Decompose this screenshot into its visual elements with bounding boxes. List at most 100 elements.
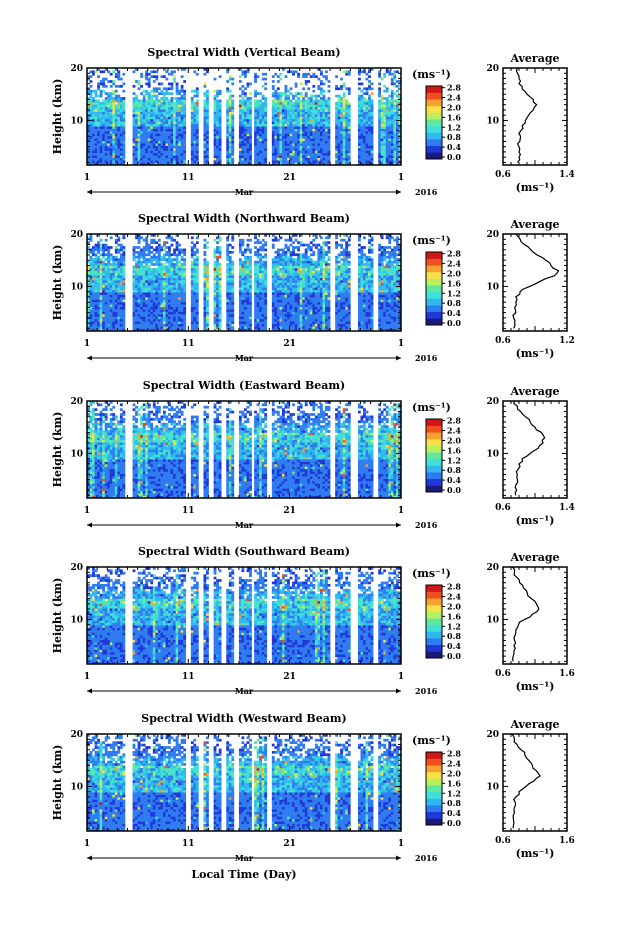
heatmap-cell: [160, 99, 164, 103]
heatmap-cell: [195, 241, 199, 244]
heatmap-cell: [119, 258, 123, 261]
heatmap-cell: [157, 275, 161, 278]
heatmap-cell: [256, 157, 260, 161]
heatmap-cell: [109, 321, 113, 325]
heatmap-cell: [135, 282, 138, 286]
heatmap-cell: [97, 160, 100, 163]
heatmap-cell: [213, 121, 217, 125]
heatmap-cell: [213, 148, 217, 151]
heatmap-cell: [157, 272, 161, 276]
heatmap-cell: [102, 133, 106, 137]
heatmap-cell: [112, 311, 116, 315]
heatmap-cell: [150, 109, 154, 112]
heatmap-cell: [307, 155, 311, 159]
heatmap-cell: [142, 258, 146, 261]
heatmap-cell: [249, 116, 252, 120]
heatmap-cell: [102, 280, 106, 283]
heatmap-cell: [218, 309, 222, 312]
heatmap-cell: [117, 135, 121, 139]
heatmap-cell: [94, 157, 98, 161]
heatmap-cell: [231, 157, 235, 161]
heatmap-cell: [183, 150, 187, 154]
heatmap-cell: [231, 123, 235, 127]
heatmap-cell: [276, 109, 280, 112]
heatmap-cell: [150, 326, 154, 329]
heatmap-cell: [119, 140, 123, 144]
heatmap-cell: [92, 131, 95, 134]
heatmap-cell: [370, 135, 374, 139]
heatmap-cell: [393, 152, 397, 156]
heatmap-cell: [160, 275, 164, 278]
heatmap-cell: [327, 155, 331, 159]
heatmap-cell: [94, 104, 98, 108]
heatmap-cell: [140, 277, 144, 281]
heatmap-cell: [157, 126, 161, 129]
heatmap-cell: [347, 140, 351, 144]
heatmap-cell: [157, 246, 161, 249]
heatmap-cell: [119, 99, 123, 103]
heatmap-cell: [327, 133, 331, 137]
heatmap-cell: [238, 87, 242, 91]
heatmap-cell: [213, 160, 217, 163]
heatmap-cell: [175, 133, 179, 137]
heatmap-cell: [162, 114, 166, 117]
heatmap-cell: [140, 265, 144, 269]
heatmap-cell: [279, 135, 283, 139]
heatmap-cell: [244, 70, 247, 74]
heatmap-cell: [360, 128, 364, 132]
heatmap-cell: [380, 133, 384, 137]
heatmap-cell: [168, 311, 171, 315]
heatmap-cell: [244, 75, 247, 78]
heatmap-cell: [135, 314, 138, 317]
heatmap-cell: [152, 326, 156, 329]
heatmap-cell: [175, 267, 179, 271]
heatmap-cell: [178, 304, 181, 308]
heatmap-cell: [292, 126, 295, 129]
heatmap-cell: [325, 116, 328, 120]
heatmap-cell: [340, 84, 344, 88]
heatmap-cell: [213, 287, 217, 291]
heatmap-cell: [173, 123, 176, 127]
heatmap-cell: [92, 289, 95, 293]
heatmap-cell: [231, 155, 235, 159]
heatmap-cell: [137, 250, 141, 254]
heatmap-cell: [114, 140, 118, 144]
heatmap-cell: [393, 75, 397, 78]
heatmap-cell: [89, 150, 93, 154]
heatmap-cell: [119, 243, 123, 247]
heatmap-cell: [254, 140, 257, 144]
heatmap-cell: [165, 241, 169, 244]
heatmap-cell: [299, 114, 303, 117]
heatmap-cell: [249, 106, 252, 110]
heatmap-cell: [117, 126, 121, 129]
heatmap-cell: [145, 82, 149, 86]
heatmap-cell: [137, 150, 141, 154]
heatmap-cell: [226, 238, 230, 242]
heatmap-cell: [150, 148, 154, 151]
heatmap-cell: [94, 160, 98, 163]
heatmap-cell: [170, 145, 174, 149]
heatmap-cell: [140, 128, 144, 132]
heatmap-cell: [363, 101, 366, 105]
heatmap-cell: [122, 267, 126, 271]
heatmap-cell: [292, 157, 295, 161]
heatmap-cell: [168, 118, 171, 122]
heatmap-cell: [162, 157, 166, 161]
heatmap-cell: [180, 145, 184, 149]
heatmap-cell: [368, 94, 371, 98]
heatmap-cell: [168, 263, 171, 266]
heatmap-cell: [175, 131, 179, 134]
heatmap-cell: [195, 106, 199, 110]
heatmap-cell: [157, 301, 161, 305]
heatmap-cell: [142, 326, 146, 329]
heatmap-cell: [228, 104, 232, 108]
heatmap-cell: [145, 304, 149, 308]
heatmap-cell: [218, 118, 222, 122]
heatmap-cell: [327, 157, 331, 161]
heatmap-cell: [89, 275, 93, 278]
heatmap-cell: [132, 272, 136, 276]
heatmap-cell: [213, 299, 217, 303]
heatmap-cell: [370, 155, 374, 159]
heatmap-cell: [190, 157, 194, 161]
heatmap-cell: [147, 280, 151, 283]
